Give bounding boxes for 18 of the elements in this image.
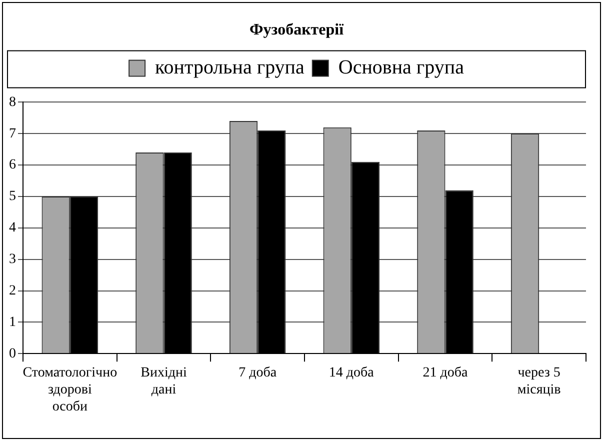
legend-label: Основна група <box>338 56 464 78</box>
y-tick-label: 1 <box>9 314 16 330</box>
x-tick-label: Стоматологічно здорові особи <box>22 366 118 414</box>
x-tick-label: 7 доба <box>238 366 278 381</box>
chart-title: Фузобактерії <box>249 22 344 39</box>
y-tick-label: 3 <box>9 252 16 267</box>
x-tick-label: 21 доба <box>422 366 469 381</box>
legend-label: контрольна група <box>155 56 305 78</box>
y-tick-label: 0 <box>9 346 16 362</box>
x-tick-label: 14 доба <box>328 366 375 381</box>
x-tick-label: через 5 місяців <box>517 366 562 398</box>
y-tick-label: 5 <box>9 189 16 204</box>
y-tick-label: 2 <box>9 283 16 298</box>
x-tick-label: Вихідні дані <box>140 366 187 398</box>
y-tick-label: 8 <box>9 94 16 110</box>
y-tick-label: 4 <box>9 220 16 236</box>
y-tick-label: 7 <box>9 126 16 142</box>
y-tick-label: 6 <box>9 158 16 173</box>
